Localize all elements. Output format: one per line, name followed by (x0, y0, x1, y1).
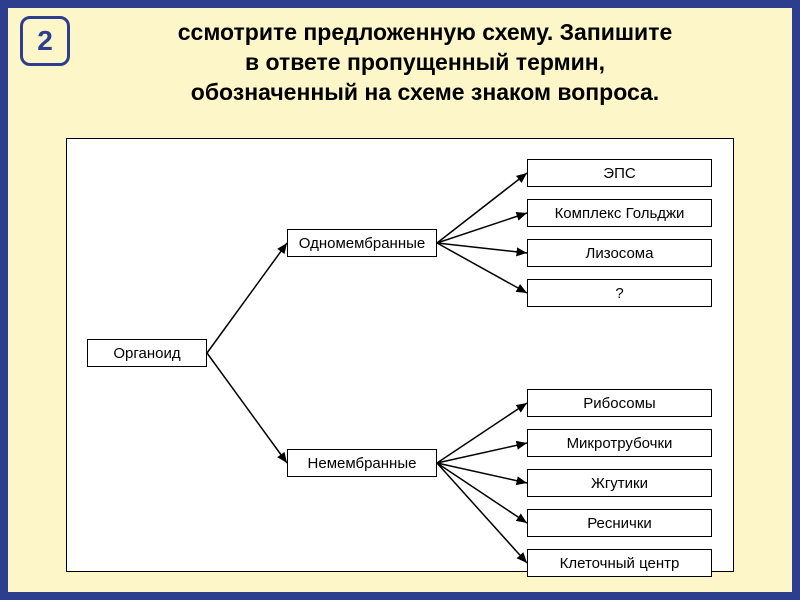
edge-mid1-leaf3 (437, 243, 527, 253)
diagram-node-leaf5: Рибосомы (527, 389, 712, 417)
title-line-2: в ответе пропущенный термин, (78, 48, 772, 78)
title-line-3: обозначенный на схеме знаком вопроса. (78, 78, 772, 108)
diagram-node-leaf2: Комплекс Гольджи (527, 199, 712, 227)
title-line-1: ссмотрите предложенную схему. Запишите (78, 18, 772, 48)
diagram-node-leaf4: ? (527, 279, 712, 307)
edge-mid2-leaf8 (437, 463, 527, 523)
edge-mid1-leaf1 (437, 173, 527, 243)
question-title: ссмотрите предложенную схему. Запишите в… (78, 18, 772, 108)
edge-mid1-leaf4 (437, 243, 527, 293)
diagram-node-mid2: Немембранные (287, 449, 437, 477)
edge-mid2-leaf5 (437, 403, 527, 463)
diagram-node-leaf3: Лизосома (527, 239, 712, 267)
diagram-node-leaf9: Клеточный центр (527, 549, 712, 577)
outer-frame: 2 ссмотрите предложенную схему. Запишите… (0, 0, 800, 600)
diagram-node-leaf7: Жгутики (527, 469, 712, 497)
diagram-node-leaf8: Реснички (527, 509, 712, 537)
diagram-node-leaf1: ЭПС (527, 159, 712, 187)
badge-number: 2 (37, 25, 53, 57)
edge-mid2-leaf7 (437, 463, 527, 483)
diagram-node-root: Органоид (87, 339, 207, 367)
edge-mid2-leaf6 (437, 443, 527, 463)
edge-mid2-leaf9 (437, 463, 527, 563)
diagram-node-mid1: Одномембранные (287, 229, 437, 257)
edge-root-mid2 (207, 353, 287, 463)
question-number-badge: 2 (20, 16, 70, 66)
edge-root-mid1 (207, 243, 287, 353)
diagram-area: Органоид Одномембранные Немембранные ЭПС Ком… (66, 138, 734, 572)
inner-panel: 2 ссмотрите предложенную схему. Запишите… (8, 8, 792, 592)
diagram-node-leaf6: Микротрубочки (527, 429, 712, 457)
edge-mid1-leaf2 (437, 213, 527, 243)
